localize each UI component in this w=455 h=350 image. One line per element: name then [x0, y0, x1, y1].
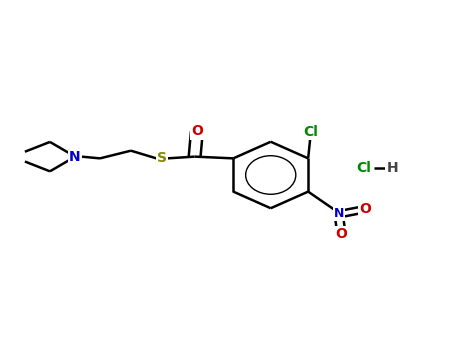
Text: H: H: [386, 161, 398, 175]
Text: O: O: [359, 202, 371, 216]
Text: N: N: [69, 150, 81, 164]
Text: O: O: [335, 227, 347, 241]
Text: N: N: [334, 207, 344, 220]
Text: Cl: Cl: [303, 125, 318, 139]
Text: S: S: [157, 151, 167, 166]
Text: Cl: Cl: [357, 161, 371, 175]
Text: O: O: [191, 125, 203, 139]
